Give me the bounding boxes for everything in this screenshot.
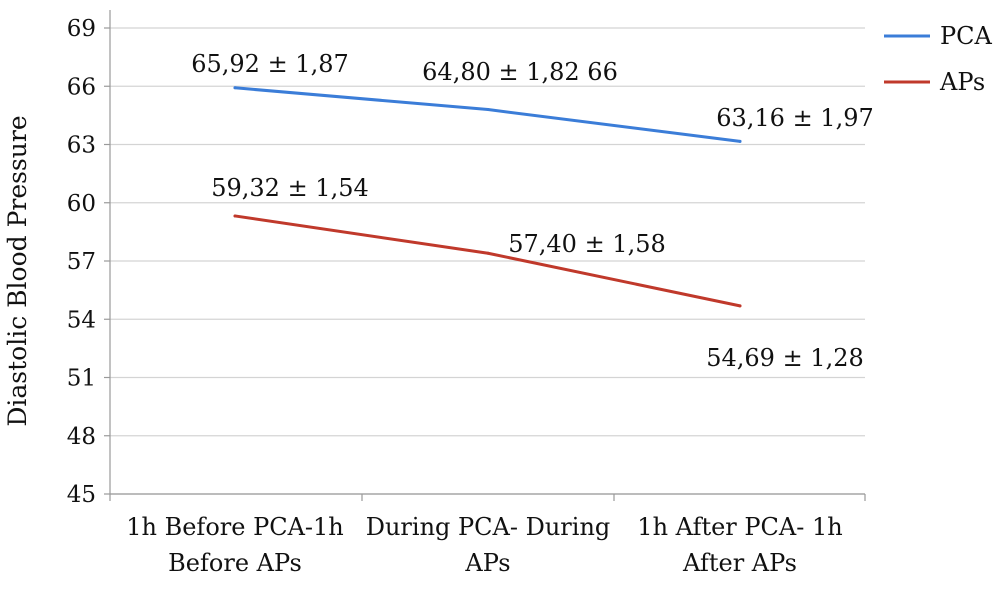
y-tick-label: 45 bbox=[67, 482, 96, 508]
data-point bbox=[738, 139, 742, 143]
data-point bbox=[486, 108, 490, 112]
y-tick-label: 51 bbox=[67, 366, 96, 392]
y-tick-label: 69 bbox=[67, 16, 96, 42]
y-tick-label: 60 bbox=[67, 191, 96, 217]
data-point bbox=[233, 214, 237, 218]
series-line-pca bbox=[233, 86, 742, 143]
data-label: 57,40 ± 1,58 bbox=[508, 230, 666, 258]
data-label: 64,80 ± 1,82 66 bbox=[422, 58, 618, 86]
data-point bbox=[233, 86, 237, 90]
y-tick-label: 54 bbox=[67, 307, 96, 333]
x-tick-label: 1h After PCA- 1h bbox=[637, 513, 842, 541]
data-point bbox=[486, 251, 490, 255]
data-label: 59,32 ± 1,54 bbox=[211, 174, 369, 202]
y-tick-label: 57 bbox=[67, 249, 96, 275]
data-label: 54,69 ± 1,28 bbox=[706, 344, 864, 372]
legend-entry: APs bbox=[939, 68, 985, 96]
y-axis-title: Diastolic Blood Pressure bbox=[3, 115, 32, 426]
y-tick-label: 48 bbox=[67, 424, 96, 450]
x-tick-label: During PCA- During bbox=[366, 513, 611, 541]
y-tick-label: 66 bbox=[67, 74, 96, 100]
data-label: 63,16 ± 1,97 bbox=[716, 104, 874, 132]
y-tick-label: 63 bbox=[67, 133, 96, 159]
data-label: 65,92 ± 1,87 bbox=[191, 50, 349, 78]
data-point bbox=[738, 304, 742, 308]
x-tick-label: Before APs bbox=[168, 549, 302, 577]
x-tick-label: APs bbox=[464, 549, 510, 577]
legend-entry: PCA bbox=[940, 22, 993, 50]
x-tick-label: 1h Before PCA-1h bbox=[126, 513, 344, 541]
x-tick-label: After APs bbox=[682, 549, 797, 577]
